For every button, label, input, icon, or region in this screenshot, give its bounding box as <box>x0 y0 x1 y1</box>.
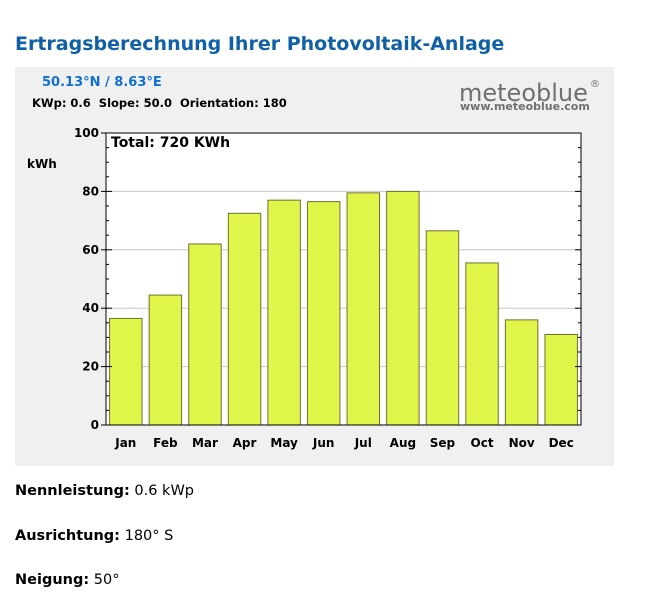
power-value: 0.6 kWp <box>134 483 194 499</box>
x-tick-label: Jun <box>312 436 335 450</box>
bar-apr <box>227 212 262 426</box>
bar-aug <box>386 190 420 426</box>
x-tick-label: Aug <box>390 436 416 450</box>
axes: 0 20 40 60 80 100 Jan Feb Mar Apr May Jun Jul Aug Sep O… <box>74 126 582 450</box>
tilt-label: Neigung: <box>15 572 90 588</box>
page-title: Ertragsberechnung Ihrer Photovoltaik-Anl… <box>15 33 505 55</box>
x-tick-label: Sep <box>430 436 456 450</box>
bar-may <box>267 199 301 426</box>
info-tilt: Neigung: 50° <box>15 572 119 588</box>
grid-lines <box>106 190 581 368</box>
chart-parameters: KWp: 0.6 Slope: 50.0 Orientation: 180 <box>32 96 287 110</box>
y-axis-title: kWh <box>27 157 57 171</box>
y-tick-label: 80 <box>82 184 99 198</box>
bar-jun <box>306 201 341 426</box>
x-tick-label: Oct <box>471 436 494 450</box>
x-tick-label: Nov <box>509 436 535 450</box>
y-tick-label: 60 <box>82 243 99 257</box>
chart-coordinates: 50.13°N / 8.63°E <box>42 75 162 90</box>
brand-url: www.meteoblue.com <box>460 100 590 113</box>
bar-feb <box>148 294 183 426</box>
plot-area <box>105 132 582 426</box>
chart-panel: 50.13°N / 8.63°E KWp: 0.6 Slope: 50.0 Or… <box>15 67 614 466</box>
brand-registered-mark: ® <box>590 79 600 90</box>
power-label: Nennleistung: <box>15 483 130 499</box>
y-tick-label: 40 <box>82 301 99 315</box>
tilt-value: 50° <box>93 572 120 588</box>
x-tick-label: Mar <box>192 436 218 450</box>
y-tick-label: 100 <box>74 126 99 140</box>
total-annotation: Total: 720 KWh <box>111 135 230 151</box>
x-tick-label: Jan <box>114 436 136 450</box>
y-tick-label: 20 <box>82 360 99 374</box>
orientation-label: Ausrichtung: <box>15 528 120 544</box>
info-orientation: Ausrichtung: 180° S <box>15 528 173 544</box>
brand-logo: meteoblue <box>459 79 588 107</box>
info-power: Nennleistung: 0.6 kWp <box>15 483 194 499</box>
bar-oct <box>465 262 499 426</box>
bars <box>109 190 578 426</box>
bar-jan <box>109 317 143 426</box>
bar-dec <box>544 333 578 426</box>
bar-sep <box>425 230 460 426</box>
x-tick-label: Jul <box>354 436 372 450</box>
y-tick-label: 0 <box>91 418 99 432</box>
bar-jul <box>346 192 381 426</box>
plot-frame <box>105 132 582 426</box>
x-tick-label: Feb <box>153 436 178 450</box>
bar-nov <box>504 319 539 426</box>
x-tick-label: Dec <box>549 436 574 450</box>
x-tick-label: Apr <box>233 436 257 450</box>
bar-mar <box>188 243 222 426</box>
yield-bar-chart: 50.13°N / 8.63°E KWp: 0.6 Slope: 50.0 Or… <box>27 75 600 450</box>
orientation-value: 180° S <box>124 528 174 544</box>
x-tick-label: May <box>270 436 298 450</box>
